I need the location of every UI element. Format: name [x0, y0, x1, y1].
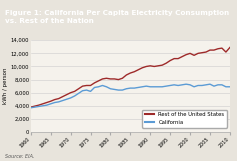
California [29, 107, 32, 109]
Rest of the United States [224, 51, 227, 53]
Legend: Rest of the United States, California: Rest of the United States, California [142, 110, 227, 128]
California [93, 86, 96, 88]
Y-axis label: kWh / person: kWh / person [3, 68, 8, 104]
California [73, 95, 76, 97]
California [185, 83, 187, 85]
California [224, 86, 227, 88]
Rest of the United States [93, 82, 96, 84]
Rest of the United States [73, 90, 76, 92]
Rest of the United States [173, 58, 176, 60]
Text: Source: EIA.: Source: EIA. [5, 154, 34, 159]
Line: California: California [31, 84, 230, 108]
Rest of the United States [89, 85, 92, 86]
California [161, 86, 164, 88]
Line: Rest of the United States: Rest of the United States [31, 47, 230, 107]
California [173, 84, 176, 86]
California [228, 86, 231, 88]
California [89, 90, 92, 92]
Rest of the United States [228, 47, 231, 48]
Rest of the United States [29, 106, 32, 108]
Text: Figure 1: California Per Capita Electricity Consumption
vs. Rest of the Nation: Figure 1: California Per Capita Electric… [5, 10, 229, 24]
Rest of the United States [161, 64, 164, 66]
